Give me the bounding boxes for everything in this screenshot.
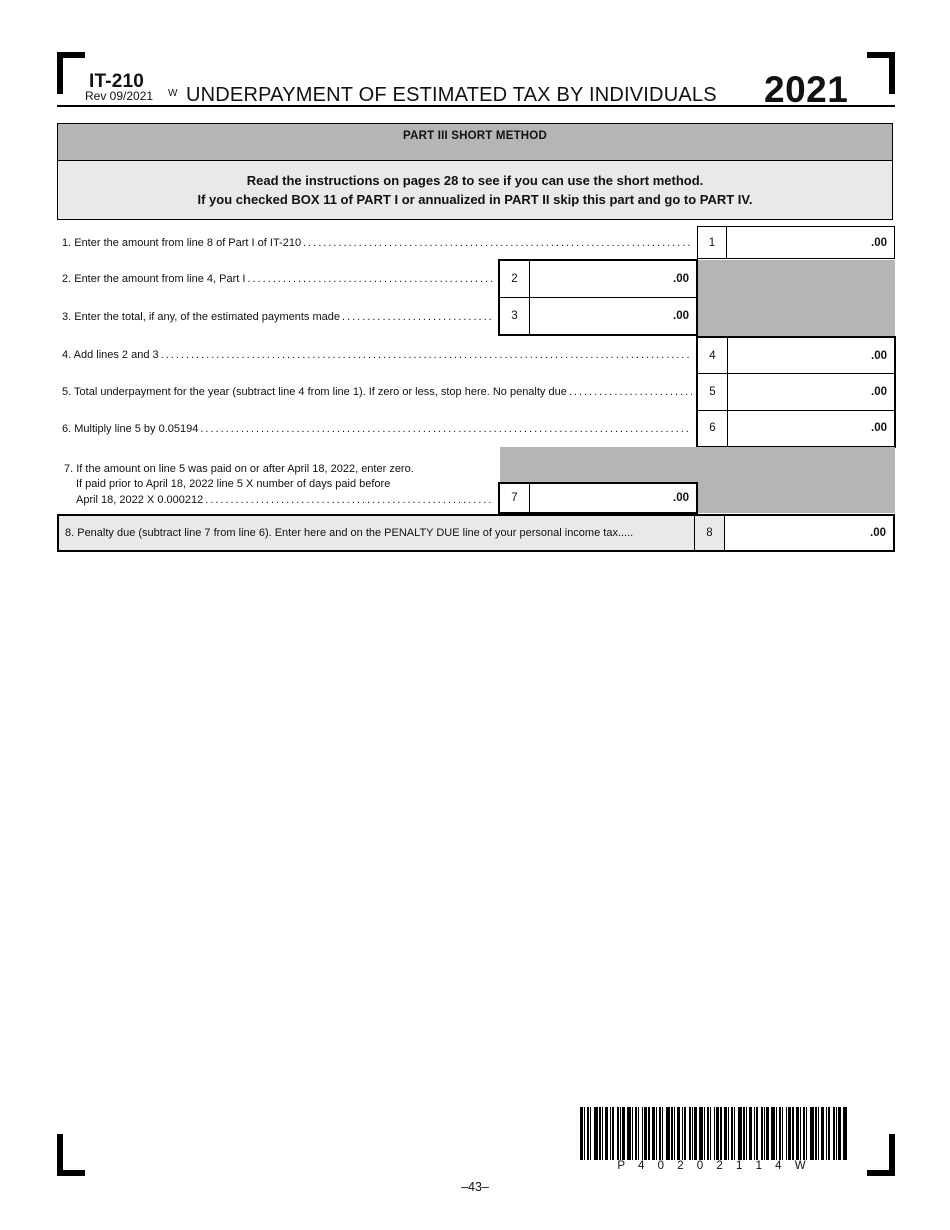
line1-number-box: 1 [697, 226, 727, 259]
line8-amount-field[interactable]: .00 [725, 516, 893, 550]
line1-label-row: 1. Enter the amount from line 8 of Part … [62, 226, 692, 259]
barcode [580, 1107, 848, 1160]
instructions-line2: If you checked BOX 11 of PART I or annua… [197, 192, 753, 207]
line7-label-row3: April 18, 2022 X 0.000212 [76, 492, 492, 508]
line7-label-line1: 7. If the amount on line 5 was paid on o… [64, 463, 414, 475]
line3-dot-leader [342, 311, 494, 323]
header-rule [57, 105, 895, 107]
line7-number-box: 7 [500, 484, 530, 512]
lines-4-6-box: 4 .00 5 .00 6 .00 [696, 336, 896, 448]
line1-dot-leader [303, 237, 692, 249]
line4-row: 4 .00 [698, 338, 894, 375]
part3-title: PART III SHORT METHOD [403, 130, 547, 142]
line2-label: 2. Enter the amount from line 4, Part I [62, 273, 246, 285]
corner-mark-top-right [867, 52, 895, 94]
form-id: IT-210 [89, 71, 145, 92]
page-number: –43– [461, 1180, 489, 1194]
line5-row: 5 .00 [698, 374, 894, 411]
barcode-text: P 4 0 2 0 2 1 1 4 W [617, 1160, 811, 1172]
w-mark: W [168, 88, 178, 99]
lines-2-3-box: 2 .00 3 .00 [498, 259, 698, 336]
line6-amount-field[interactable]: .00 [871, 422, 887, 435]
line8-number-box: 8 [695, 516, 725, 550]
line-7-box: 7 .00 [498, 482, 698, 514]
line7-label-line3: April 18, 2022 X 0.000212 [76, 494, 204, 506]
line5-label: 5. Total underpayment for the year (subt… [62, 385, 567, 398]
line-8-row: 8. Penalty due (subtract line 7 from lin… [57, 514, 895, 552]
line4-label-row: 4. Add lines 2 and 3 [62, 337, 692, 373]
line2-amount-field[interactable]: .00 [673, 273, 689, 285]
instructions-line1: Read the instructions on pages 28 to see… [246, 173, 704, 188]
line5-dot-leader [569, 386, 692, 398]
line5-number-box: 5 [698, 374, 728, 410]
line3-amount-field[interactable]: .00 [673, 310, 689, 322]
page-title: UNDERPAYMENT OF ESTIMATED TAX BY INDIVID… [186, 84, 717, 106]
line3-label-row: 3. Enter the total, if any, of the estim… [62, 298, 494, 335]
line4-number-box: 4 [698, 338, 728, 374]
line4-amount-field[interactable]: .00 [871, 349, 887, 362]
line5-amount-field[interactable]: .00 [871, 385, 887, 398]
part3-instructions-box: Read the instructions on pages 28 to see… [57, 160, 893, 220]
line2-number-box: 2 [500, 261, 530, 297]
line6-label: 6. Multiply line 5 by 0.05194 [62, 422, 199, 435]
line7-row: 7 .00 [500, 484, 696, 512]
tax-year: 2021 [764, 69, 849, 110]
line2-dot-leader [247, 273, 494, 285]
line6-dot-leader [200, 423, 692, 435]
form-revision: Rev 09/2021 [85, 89, 154, 103]
line1-label: 1. Enter the amount from line 8 of Part … [62, 236, 302, 249]
line6-number-box: 6 [698, 410, 728, 446]
corner-mark-bottom-left [57, 1134, 85, 1176]
line6-label-row: 6. Multiply line 5 by 0.05194 [62, 410, 692, 447]
line2-row: 2 .00 [500, 261, 696, 298]
line3-number-box: 3 [500, 298, 530, 334]
part3-header-bar: PART III SHORT METHOD [57, 123, 893, 161]
line4-label: 4. Add lines 2 and 3 [62, 349, 159, 361]
line7-dot-leader [205, 494, 492, 506]
line2-label-row: 2. Enter the amount from line 4, Part I [62, 260, 494, 298]
line1-amount-field[interactable]: .00 [726, 226, 895, 259]
line6-row: 6 .00 [698, 410, 894, 446]
line7-amount-field[interactable]: .00 [673, 492, 689, 504]
corner-mark-bottom-right [867, 1134, 895, 1176]
line3-label: 3. Enter the total, if any, of the estim… [62, 310, 341, 323]
line8-label: 8. Penalty due (subtract line 7 from lin… [59, 516, 695, 550]
line7-label-line2: If paid prior to April 18, 2022 line 5 X… [76, 478, 391, 490]
line5-label-row: 5. Total underpayment for the year (subt… [62, 373, 692, 410]
shaded-area-lines-2-3 [698, 260, 895, 336]
line4-dot-leader [161, 349, 692, 361]
line3-row: 3 .00 [500, 298, 696, 334]
corner-mark-top-left [57, 52, 85, 94]
